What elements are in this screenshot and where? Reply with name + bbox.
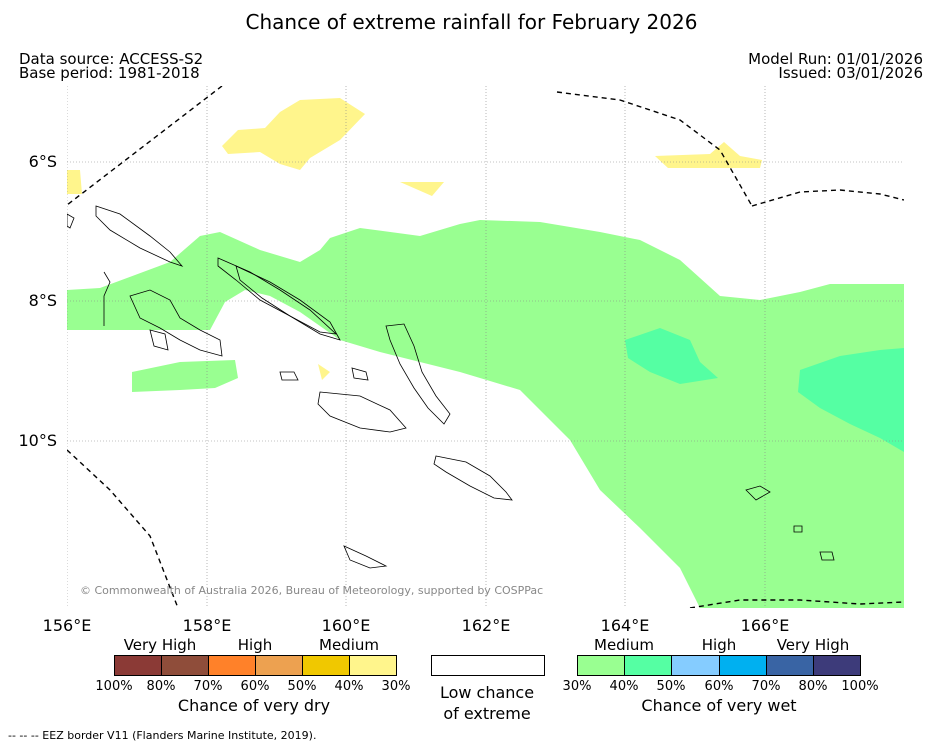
dry-pct: 80%	[146, 679, 176, 694]
eez-border	[67, 449, 179, 608]
dry-swatch	[209, 656, 256, 675]
dry-category-high: High	[237, 636, 273, 654]
dry-medium-region	[67, 170, 82, 194]
lon-label: 160°E	[321, 616, 371, 635]
island-utupua	[793, 525, 803, 533]
island-choiseul	[217, 257, 338, 335]
chart-title: Chance of extreme rainfall for February …	[245, 10, 698, 34]
dry-pct: 70%	[193, 679, 223, 694]
low-chance-swatch	[431, 655, 545, 676]
issued-date: Issued: 03/01/2026	[778, 64, 923, 82]
eez-border	[689, 599, 904, 608]
wet-pct: 80%	[798, 679, 828, 694]
island-new-georgia	[129, 289, 223, 357]
island-vella-lavella	[149, 329, 169, 351]
wet-swatch	[625, 656, 673, 675]
wet-pct: 100%	[841, 679, 879, 694]
wet-pct: 60%	[704, 679, 734, 694]
low-chance-label-1: Low chance	[439, 683, 535, 702]
dry-swatch	[350, 656, 396, 675]
wet-colorbar	[577, 655, 861, 676]
lat-label: 8°S	[28, 291, 57, 310]
rainfall-map[interactable]: © Commonwealth of Australia 2026, Bureau…	[67, 86, 904, 608]
lon-label: 166°E	[740, 616, 790, 635]
dry-swatch	[256, 656, 303, 675]
dry-swatch	[162, 656, 209, 675]
lon-label: 156°E	[42, 616, 92, 635]
wet-medium-region	[67, 220, 904, 608]
island-bougainville	[95, 205, 184, 267]
island-guadalcanal	[317, 391, 407, 433]
island-makira	[433, 455, 513, 501]
eez-border	[67, 86, 223, 206]
lat-label: 6°S	[28, 152, 57, 171]
island-russell	[279, 371, 299, 381]
dry-pct: 40%	[334, 679, 364, 694]
wet-swatch	[719, 656, 767, 675]
island-santa-cruz	[745, 485, 771, 501]
wet-medium-region	[132, 360, 238, 392]
dry-pct: 60%	[240, 679, 270, 694]
dry-category-very-high: Very High	[123, 636, 197, 654]
island-rennell	[343, 545, 388, 569]
base-period: Base period: 1981-2018	[19, 64, 200, 82]
dry-pct: 30%	[381, 679, 411, 694]
wet-swatch	[672, 656, 720, 675]
island-small	[67, 213, 75, 229]
eez-footnote: -- -- -- EEZ border V11 (Flanders Marine…	[8, 729, 317, 742]
wet-pct: 50%	[656, 679, 686, 694]
wet-40-region	[625, 328, 718, 384]
dry-swatch	[303, 656, 350, 675]
wet-category-high: High	[701, 636, 737, 654]
data-source: Data source: ACCESS-S2	[19, 50, 204, 68]
wet-category-very-high: Very High	[776, 636, 850, 654]
island-malaita	[385, 323, 451, 425]
copyright: © Commonwealth of Australia 2026, Bureau…	[80, 584, 543, 597]
wet-swatch	[766, 656, 814, 675]
dry-colorbar	[114, 655, 397, 676]
lon-label: 158°E	[182, 616, 232, 635]
wet-pct: 40%	[609, 679, 639, 694]
dry-pct: 50%	[287, 679, 317, 694]
lat-label: 10°S	[18, 431, 57, 450]
eez-border	[556, 91, 753, 207]
wet-swatch	[578, 656, 626, 675]
low-chance-label-2: of extreme	[443, 704, 531, 723]
wet-swatch	[813, 656, 861, 675]
wet-pct: 70%	[751, 679, 781, 694]
wet-category-medium: Medium	[594, 636, 654, 654]
wet-40-region	[798, 348, 904, 452]
dry-category-medium: Medium	[319, 636, 379, 654]
dry-medium-region	[222, 98, 365, 170]
dry-medium-region	[400, 182, 444, 196]
dry-swatch	[115, 656, 162, 675]
island-small	[103, 271, 111, 326]
island-nggela	[351, 367, 369, 381]
dry-medium-region	[655, 142, 762, 168]
dry-pct: 100%	[95, 679, 133, 694]
island-santa-isabel	[235, 265, 341, 341]
wet-legend-title: Chance of very wet	[641, 696, 797, 715]
lon-label: 164°E	[600, 616, 650, 635]
island-vanikoro	[819, 551, 835, 561]
model-run: Model Run: 01/01/2026	[748, 50, 923, 68]
lon-label: 162°E	[461, 616, 511, 635]
wet-pct: 30%	[562, 679, 592, 694]
dry-legend-title: Chance of very dry	[177, 696, 331, 715]
eez-border	[751, 189, 904, 207]
